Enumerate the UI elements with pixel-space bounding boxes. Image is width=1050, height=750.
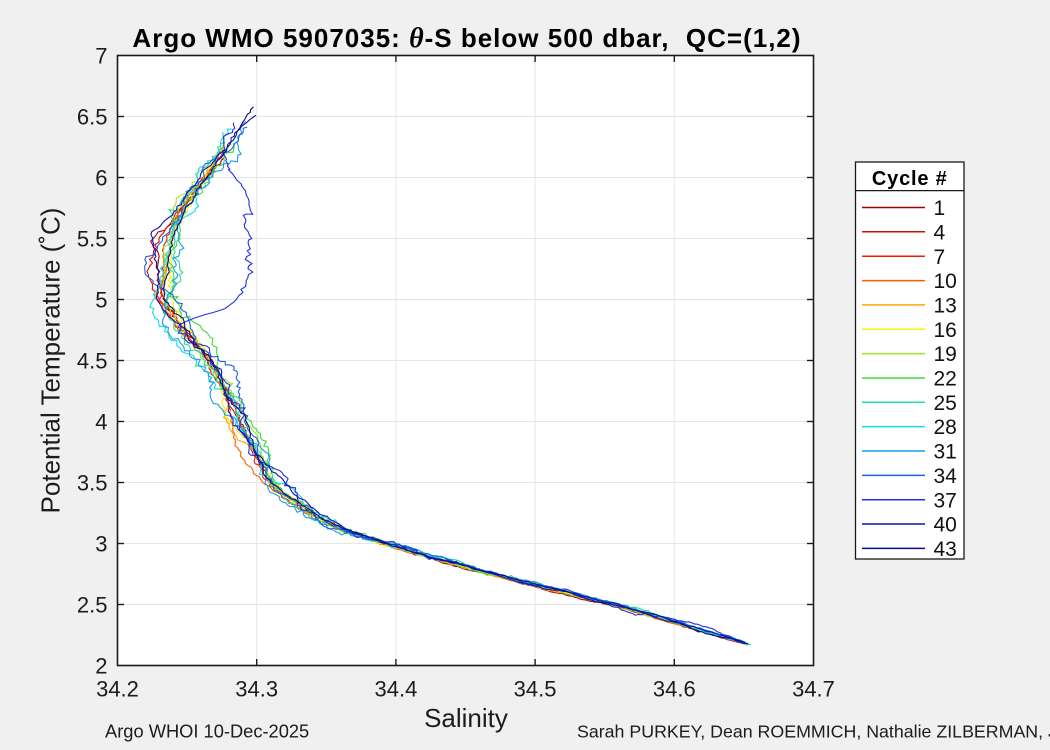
svg-text:7: 7: [95, 44, 107, 69]
svg-text:5: 5: [95, 288, 107, 313]
svg-text:25: 25: [934, 392, 957, 415]
svg-text:34: 34: [934, 465, 958, 488]
svg-text:Potential Temperature (˚C): Potential Temperature (˚C): [36, 208, 66, 514]
svg-text:Argo WMO 5907035: θ-S below 50: Argo WMO 5907035: θ-S below 500 dbar, QC…: [132, 23, 801, 54]
svg-text:37: 37: [934, 489, 957, 512]
svg-text:4: 4: [934, 221, 946, 244]
svg-text:6: 6: [95, 166, 107, 191]
svg-text:28: 28: [934, 416, 957, 439]
svg-text:13: 13: [934, 295, 957, 318]
svg-text:Cycle #: Cycle #: [872, 168, 948, 190]
svg-text:34.5: 34.5: [514, 677, 557, 702]
svg-text:43: 43: [934, 538, 957, 561]
svg-text:10: 10: [934, 270, 957, 293]
svg-text:3: 3: [95, 532, 107, 557]
svg-text:3.5: 3.5: [77, 471, 108, 496]
svg-text:34.6: 34.6: [653, 677, 696, 702]
svg-text:40: 40: [934, 514, 957, 537]
svg-text:19: 19: [934, 343, 957, 366]
svg-text:31: 31: [934, 441, 957, 464]
svg-text:16: 16: [934, 319, 957, 342]
svg-text:34.4: 34.4: [374, 677, 417, 702]
svg-text:34.3: 34.3: [235, 677, 278, 702]
svg-text:22: 22: [934, 368, 957, 391]
svg-text:6.5: 6.5: [77, 105, 108, 130]
svg-text:34.2: 34.2: [96, 677, 139, 702]
svg-text:Salinity: Salinity: [424, 703, 508, 733]
svg-text:4.5: 4.5: [77, 349, 108, 374]
svg-text:Sarah PURKEY, Dean ROEMMICH, N: Sarah PURKEY, Dean ROEMMICH, Nathalie ZI…: [577, 722, 1050, 742]
svg-text:5.5: 5.5: [77, 227, 108, 252]
svg-text:2.5: 2.5: [77, 593, 108, 618]
svg-text:34.7: 34.7: [792, 677, 835, 702]
svg-text:4: 4: [95, 410, 107, 435]
svg-text:Argo WHOI 10-Dec-2025: Argo WHOI 10-Dec-2025: [105, 721, 309, 742]
svg-text:2: 2: [95, 654, 107, 679]
svg-text:7: 7: [934, 246, 946, 269]
svg-text:1: 1: [934, 197, 946, 220]
